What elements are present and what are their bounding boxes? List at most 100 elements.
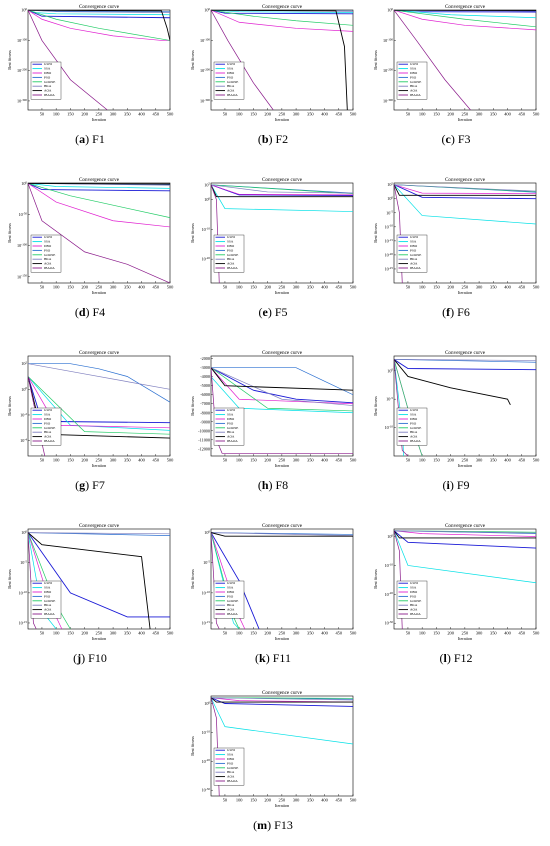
chart-svg-f10: Convergence curve Iteration Best fitness 50… <box>7 523 174 641</box>
legend-label-aoa: AOA <box>44 262 52 266</box>
series-line-dbo <box>394 530 536 537</box>
y-axis-label: Best fitness <box>7 50 12 70</box>
chart-panel-f7: Convergence curve Iteration Best fitness 50… <box>4 348 176 498</box>
x-tick-label: 100 <box>236 112 243 117</box>
y-tick-label: 10-150 <box>17 274 27 280</box>
legend-label-gwo: GWO <box>410 581 419 585</box>
legend-label-dbo: DBO <box>227 590 235 594</box>
y-axis-label: Best fitness <box>190 50 195 70</box>
y-tick-label: 100 <box>204 530 210 536</box>
chart-svg-f5: Convergence curve Iteration Best fitness 50… <box>190 177 357 295</box>
caption-function-id: F8 <box>275 478 289 492</box>
chart-panel-f5: Convergence curve Iteration Best fitness 50… <box>187 175 359 325</box>
legend-label-pso: PSO <box>44 594 51 598</box>
chart-svg-f11: Convergence curve Iteration Best fitness 50… <box>190 523 357 641</box>
subfigure-caption-f5: (e) F5 <box>258 305 288 319</box>
x-tick-label: 400 <box>504 631 511 636</box>
x-axis-label: Iteration <box>458 290 473 295</box>
x-tick-label: 150 <box>250 631 257 636</box>
y-tick-label: -3000 <box>200 365 210 370</box>
x-tick-label: 450 <box>335 798 342 803</box>
x-tick-label: 100 <box>53 631 60 636</box>
legend-label-dbo: DBO <box>410 244 418 248</box>
x-tick-label: 150 <box>433 458 440 463</box>
x-tick-label: 250 <box>96 285 103 290</box>
series-line-goose <box>211 367 353 412</box>
legend-label-goose: GOOSE <box>410 426 421 430</box>
legend-label-dbo: DBO <box>410 417 418 421</box>
x-tick-label: 400 <box>138 112 145 117</box>
x-tick-label: 50 <box>223 458 228 463</box>
legend-label-gwo: GWO <box>227 748 236 752</box>
legend-label-goose: GOOSE <box>227 599 238 603</box>
x-tick-label: 200 <box>264 112 271 117</box>
x-tick-label: 450 <box>518 458 525 463</box>
caption-letter: k <box>259 651 266 665</box>
legend-label-goose: GOOSE <box>44 253 55 257</box>
series-line-gwo <box>211 697 353 707</box>
x-tick-label: 350 <box>490 112 497 117</box>
x-tick-label: 250 <box>279 798 286 803</box>
legend-label-aoa: AOA <box>227 608 235 612</box>
series-line-ibaoa <box>211 532 220 629</box>
x-tick-label: 50 <box>40 112 45 117</box>
legend-label-aoa: AOA <box>227 775 235 779</box>
x-tick-label: 100 <box>236 458 243 463</box>
y-tick-label: 10-100 <box>17 243 27 249</box>
x-tick-label: 150 <box>250 798 257 803</box>
caption-letter: b <box>261 132 269 146</box>
y-axis-label: Best fitness <box>373 569 378 589</box>
subfigure-caption-f10: (j) F10 <box>73 651 107 665</box>
subfigure-caption-f6: (f) F6 <box>442 305 470 319</box>
y-tick-label: 10-20 <box>202 256 211 262</box>
x-tick-label: 450 <box>152 631 159 636</box>
x-tick-label: 250 <box>96 112 103 117</box>
chart-svg-f7: Convergence curve Iteration Best fitness 50… <box>7 350 174 468</box>
legend-label-aoa: AOA <box>44 89 52 93</box>
x-tick-label: 50 <box>223 112 228 117</box>
legend-label-goose: GOOSE <box>227 80 238 84</box>
y-axis-label: Best fitness <box>190 396 195 416</box>
subfigure-caption-f12: (l) F12 <box>439 651 473 665</box>
x-axis-label: Iteration <box>275 803 290 808</box>
x-tick-label: 300 <box>110 458 117 463</box>
chart-svg-f2: Convergence curve Iteration Best fitness 50… <box>190 4 357 122</box>
caption-letter: e <box>262 305 268 319</box>
x-tick-label: 250 <box>462 631 469 636</box>
x-tick-label: 100 <box>53 112 60 117</box>
chart-panel-f9: Convergence curve Iteration Best fitness 50… <box>370 348 542 498</box>
y-tick-label: 102 <box>21 361 27 367</box>
legend-label-gwo: GWO <box>410 408 419 412</box>
legend-label-aoa: AOA <box>410 262 418 266</box>
x-tick-label: 400 <box>504 112 511 117</box>
series-line-aoa <box>28 10 170 41</box>
legend-label-ibaoa: IBAOA <box>227 266 238 270</box>
x-tick-label: 150 <box>250 285 257 290</box>
y-tick-label: 10-15 <box>385 238 394 244</box>
series-line-aoa <box>211 10 348 110</box>
y-tick-label: 10-300 <box>200 98 210 104</box>
x-tick-label: 200 <box>264 798 271 803</box>
legend-label-dbo: DBO <box>44 590 52 594</box>
x-tick-label: 500 <box>167 285 174 290</box>
legend-label-aoa: AOA <box>227 262 235 266</box>
series-group <box>211 184 353 283</box>
series-line-ibaoa <box>394 359 409 456</box>
series-line-bka <box>28 532 170 535</box>
x-tick-label: 100 <box>53 458 60 463</box>
x-tick-label: 500 <box>533 458 540 463</box>
subfigure-caption-f8: (h) F8 <box>257 478 289 492</box>
x-tick-label: 500 <box>167 631 174 636</box>
legend-label-bka: BKA <box>227 84 235 88</box>
chart-title: Convergence curve <box>79 350 120 356</box>
legend-label-pso: PSO <box>227 594 234 598</box>
legend-label-goose: GOOSE <box>227 253 238 257</box>
x-axis-label: Iteration <box>92 463 107 468</box>
series-line-bka <box>28 363 170 390</box>
y-axis-label: Best fitness <box>373 50 378 70</box>
x-tick-label: 350 <box>307 798 314 803</box>
chart-svg-f3: Convergence curve Iteration Best fitness 50… <box>373 4 540 122</box>
legend-label-ssa: SSA <box>410 586 417 590</box>
x-tick-label: 50 <box>40 458 45 463</box>
